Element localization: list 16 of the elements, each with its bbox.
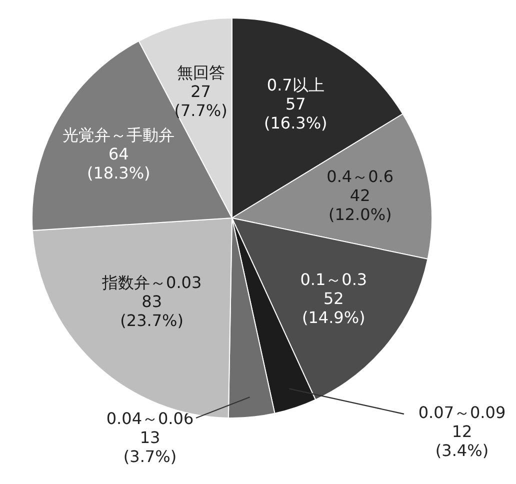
data-label: 12 (3.4%): [435, 422, 489, 460]
slice-label: 指数弁～0.03: [101, 272, 202, 292]
data-label: 64 (18.3%): [86, 144, 150, 182]
slice-label: 0.07～0.09: [418, 403, 506, 422]
data-label: 57 (16.3%): [264, 94, 328, 133]
data-label: 42 (12.0%): [328, 186, 392, 224]
slice-label: 0.7以上: [266, 76, 324, 95]
data-label: 13 (3.7%): [123, 428, 177, 466]
slice-label: 0.4～0.6: [326, 166, 394, 186]
data-label: 52 (14.9%): [302, 289, 366, 328]
slice-label: 光覚弁～手動弁: [62, 125, 175, 144]
slice-label: 無回答: [176, 62, 225, 82]
data-label: 83 (23.7%): [120, 292, 184, 330]
slice-label: 0.04～0.06: [106, 409, 194, 428]
data-label: 27 (7.7%): [174, 82, 228, 120]
slice-label: 0.1～0.3: [300, 270, 368, 290]
